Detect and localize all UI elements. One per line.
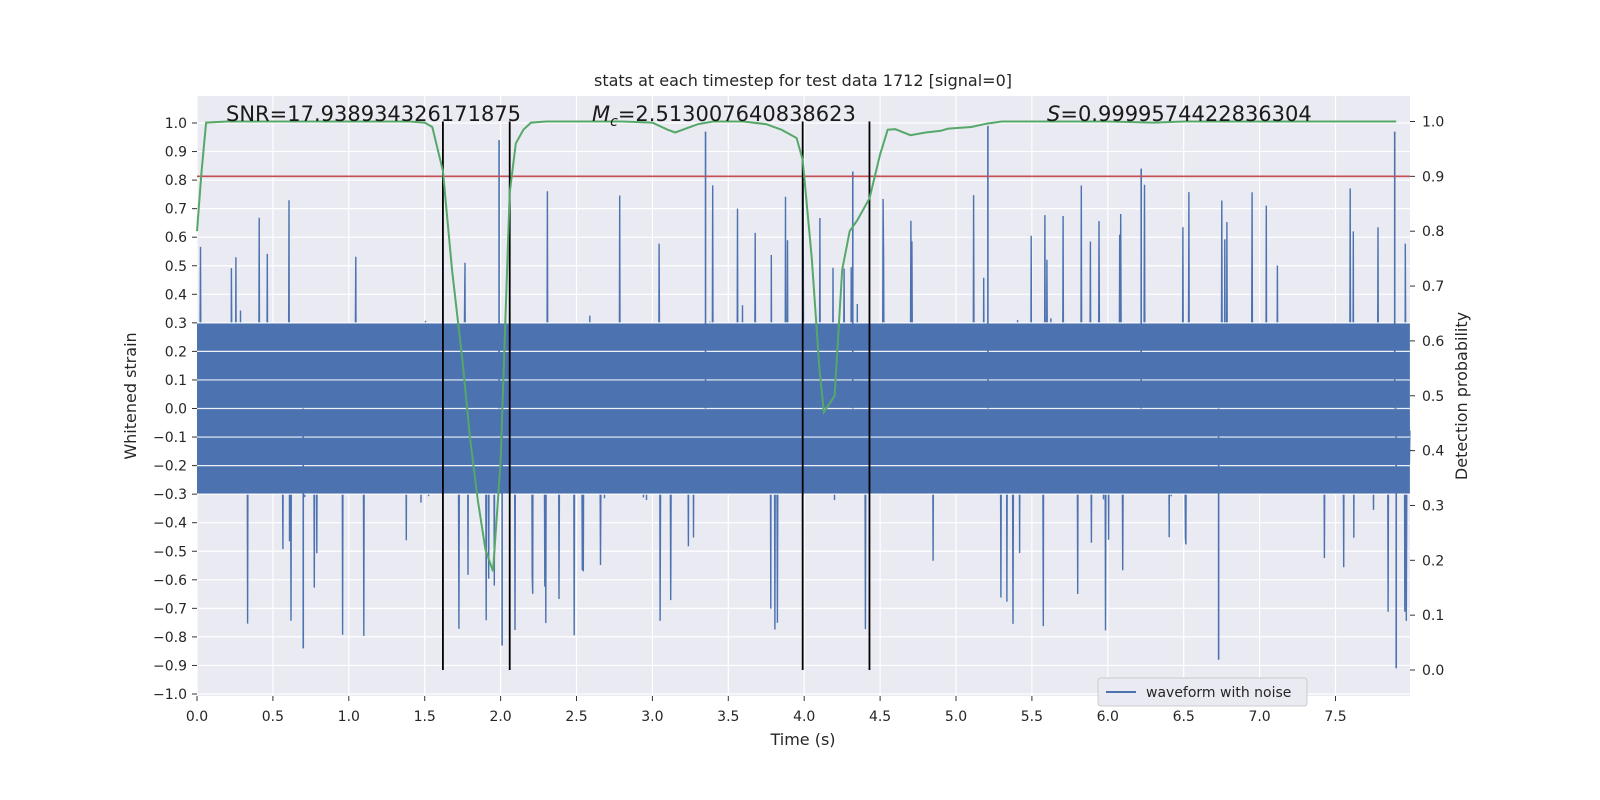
y-right-tick-label: 0.6	[1422, 334, 1444, 350]
y-right-tick-label: 0.7	[1422, 279, 1444, 295]
chirp-mass-subscript: c	[610, 114, 618, 130]
chart-title: stats at each timestep for test data 171…	[594, 71, 1012, 90]
x-tick-label: 4.5	[869, 709, 891, 725]
y-right-tick-label: 1.0	[1422, 115, 1444, 131]
x-tick-label: 6.0	[1097, 709, 1119, 725]
y-right-tick-label: 0.5	[1422, 389, 1444, 405]
y-tick-label: −0.9	[153, 658, 187, 674]
y-tick-label: 0.3	[165, 316, 187, 332]
s-value: =0.9999574422836304	[1060, 102, 1311, 126]
x-tick-label: 1.5	[414, 709, 436, 725]
s-annotation: S=0.9999574422836304	[1047, 102, 1312, 126]
x-tick-label: 5.5	[1021, 709, 1043, 725]
y-tick-label: 0.4	[165, 287, 187, 303]
y-right-tick-label: 0.0	[1422, 663, 1444, 679]
y-tick-label: 0.5	[165, 259, 187, 275]
y-tick-label: −0.4	[153, 516, 187, 532]
y-tick-label: −0.6	[153, 573, 187, 589]
y-right-tick-label: 0.4	[1422, 444, 1444, 460]
probability-line	[196, 120, 1397, 572]
y-tick-label: −0.2	[153, 459, 187, 475]
y-tick-label: 0.0	[165, 402, 187, 418]
y-tick-label: 0.8	[165, 173, 187, 189]
x-tick-label: 2.5	[565, 709, 587, 725]
y-right-tick-label: 0.9	[1422, 169, 1444, 185]
chirp-mass-value: =2.513007640838623	[618, 102, 856, 126]
s-symbol: S	[1047, 102, 1060, 126]
legend-label: waveform with noise	[1146, 685, 1291, 701]
y-right-tick-label: 0.3	[1422, 498, 1444, 514]
x-tick-label: 3.0	[641, 709, 663, 725]
x-axis-ticks: 0.0 0.5 1.0 1.5 2.0 2.5 3.0 3.5 4.0 4.5 5.0 5.5 6.0 6…	[186, 696, 1347, 725]
y-right-axis-label: Detection probability	[1452, 312, 1471, 480]
x-tick-label: 2.0	[489, 709, 511, 725]
x-tick-label: 1.0	[338, 709, 360, 725]
y-axis-label: Whitened strain	[121, 332, 140, 459]
y-tick-label: −1.0	[153, 687, 187, 703]
x-tick-label: 7.0	[1248, 709, 1270, 725]
y-tick-label: 1.0	[165, 116, 187, 132]
x-tick-label: 0.5	[262, 709, 284, 725]
x-tick-label: 5.0	[945, 709, 967, 725]
y-right-tick-label: 0.8	[1422, 224, 1444, 240]
snr-annotation: SNR=17.938934326171875	[226, 102, 521, 126]
chirp-mass-symbol: M	[592, 102, 610, 126]
y-tick-label: −0.5	[153, 544, 187, 560]
legend: waveform with noise	[1097, 677, 1308, 707]
x-tick-label: 0.0	[186, 709, 208, 725]
y-tick-label: 0.6	[165, 230, 187, 246]
y-tick-label: 0.9	[165, 145, 187, 161]
y-right-tick-label: 0.1	[1422, 608, 1444, 624]
x-tick-label: 7.5	[1324, 709, 1346, 725]
x-tick-label: 4.0	[793, 709, 815, 725]
y-right-axis-ticks: 1.0 0.9 0.8 0.7 0.6 0.5 0.4 0.3 0.2 0.1 0.0	[1410, 115, 1444, 679]
y-tick-label: −0.1	[153, 430, 187, 446]
y-tick-label: −0.3	[153, 487, 187, 503]
y-tick-label: 0.1	[165, 373, 187, 389]
y-tick-label: 0.2	[165, 344, 187, 360]
y-tick-label: 0.7	[165, 202, 187, 218]
y-tick-label: −0.8	[153, 630, 187, 646]
legend-box	[1097, 677, 1308, 707]
probability-series	[196, 120, 1397, 572]
y-right-tick-label: 0.2	[1422, 553, 1444, 569]
y-tick-label: −0.7	[153, 601, 187, 617]
x-tick-label: 6.5	[1173, 709, 1195, 725]
y-axis-ticks: 1.0 0.9 0.8 0.7 0.6 0.5 0.4 0.3 0.2 0.1 0.0 −0.1 −0.…	[153, 116, 197, 703]
x-axis-label: Time (s)	[769, 730, 835, 749]
x-tick-label: 3.5	[717, 709, 739, 725]
chirp-mass-annotation: Mc=2.513007640838623	[592, 102, 856, 130]
